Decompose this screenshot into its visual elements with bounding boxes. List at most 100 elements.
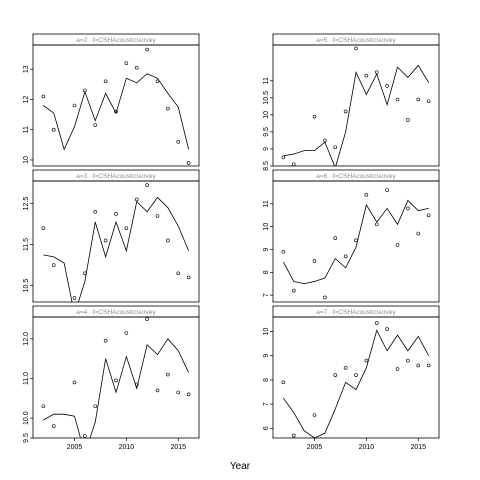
y-tick-label: 6 [263, 426, 270, 430]
y-tick-label: 11 [263, 200, 270, 207]
y-tick-label: 12.0 [23, 332, 30, 346]
y-tick-label: 8 [263, 270, 270, 274]
y-tick-label: 11 [23, 126, 30, 133]
y-tick-label: 12 [23, 95, 30, 103]
panel-strip-label: a=2 : f=CSHAcousticsurvey [76, 37, 156, 44]
data-point [93, 404, 98, 409]
y-tick-label: 11.0 [23, 372, 30, 385]
data-point [281, 249, 286, 254]
data-point [145, 183, 149, 187]
y-tick-label: 9 [263, 147, 270, 151]
data-point [83, 88, 87, 93]
data-point [312, 259, 317, 263]
x-tick-label: 2010 [119, 444, 135, 451]
data-point [385, 84, 389, 88]
data-point [166, 106, 170, 111]
data-point [134, 382, 139, 387]
data-point [134, 65, 139, 70]
data-point [124, 61, 129, 65]
data-point [395, 243, 400, 247]
series-line [43, 196, 189, 302]
y-tick-label: 12.5 [23, 197, 30, 211]
data-point [155, 214, 160, 218]
y-tick-label: 9 [263, 247, 270, 251]
data-point [41, 226, 46, 230]
y-tick-label: 10.0 [23, 411, 30, 425]
y-tick-label: 9.5 [23, 433, 30, 443]
y-tick-label: 9.5 [263, 127, 270, 137]
y-tick-label: 7 [263, 402, 270, 406]
data-point [333, 373, 338, 377]
x-tick-label: 2010 [359, 444, 375, 451]
data-point [93, 123, 98, 127]
data-point [124, 226, 129, 230]
series-line [43, 73, 190, 151]
data-point [354, 238, 358, 243]
data-point [72, 380, 77, 385]
data-point [83, 271, 87, 276]
data-point [374, 222, 379, 227]
panel-4: a=6 : f=CSHAcousticsurvey 7 8 9 10 11 [263, 169, 440, 303]
y-tick-label: 8 [263, 378, 270, 382]
panel-frame [32, 180, 200, 303]
y-tick-label: 11.5 [23, 238, 30, 251]
data-point [51, 127, 56, 132]
data-point [406, 358, 410, 363]
data-point [385, 327, 389, 331]
y-tick-label: 10 [23, 156, 30, 164]
data-point [72, 103, 77, 108]
data-point [186, 161, 191, 165]
x-axis-label: Year [229, 461, 251, 472]
series-line [283, 329, 429, 438]
data-point [93, 209, 98, 214]
data-point [364, 358, 369, 363]
panel-1: a=2 : f=CSHAcousticsurvey 10 11 12 13 [23, 33, 200, 167]
y-tick-label: 10 [263, 328, 270, 336]
y-tick-label: 9 [263, 354, 270, 358]
y-tick-label: 8.5 [263, 161, 270, 171]
data-point [103, 339, 108, 343]
data-point [395, 97, 400, 102]
data-point [281, 155, 286, 160]
data-point [72, 296, 77, 300]
x-tick-label: 2015 [410, 444, 426, 451]
data-point [333, 145, 338, 150]
panel-strip-label: a=6 : f=CSHAcousticsurvey [316, 173, 396, 180]
data-point [186, 392, 191, 397]
data-point [176, 390, 181, 395]
data-point [406, 118, 410, 122]
y-tick-label: 10.5 [23, 279, 30, 293]
data-point [385, 188, 389, 192]
data-point [124, 331, 129, 335]
panel-frame [272, 316, 440, 439]
data-point [134, 197, 139, 202]
data-point [176, 271, 181, 276]
x-tick-label: 2005 [307, 444, 323, 451]
data-point [145, 47, 149, 52]
data-point [416, 231, 421, 236]
data-point [155, 388, 160, 393]
data-point [186, 275, 191, 280]
panel-frame [272, 180, 440, 303]
data-point [426, 213, 431, 218]
y-tick-label: 10 [263, 223, 270, 231]
series-line [43, 338, 189, 438]
data-point [343, 254, 348, 259]
data-point [416, 97, 421, 102]
panel-frame [32, 316, 200, 439]
data-point [426, 99, 431, 104]
data-point [51, 263, 56, 267]
data-point [291, 288, 296, 293]
panel-strip-label: a=4 : f=CSHAcousticsurvey [76, 309, 156, 316]
data-point [406, 206, 410, 211]
data-point [281, 380, 286, 385]
data-point [323, 295, 327, 300]
data-point [395, 367, 400, 371]
panel-3: a=3 : f=CSHAcousticsurvey 10.5 11.5 12.5 [23, 169, 200, 303]
panel-6: a=7 : f=CSHAcousticsurvey 6 7 8 9 10 2005 2010 2… [263, 305, 440, 451]
panel-strip-label: a=5 : f=CSHAcousticsurvey [316, 37, 396, 44]
data-point [114, 109, 118, 114]
panel-frame [272, 44, 440, 167]
